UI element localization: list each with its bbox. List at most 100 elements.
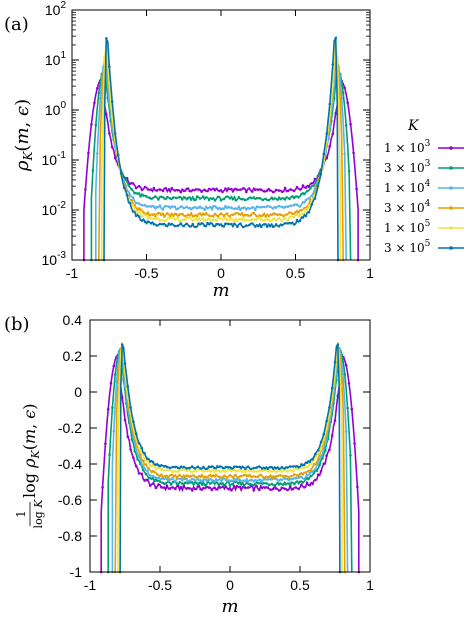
data-point [280, 219, 284, 222]
data-point [311, 482, 314, 486]
data-point [344, 364, 348, 367]
data-point [270, 196, 274, 200]
data-point [207, 478, 211, 482]
data-point [314, 467, 317, 471]
data-point [230, 467, 233, 470]
data-point [96, 152, 99, 155]
data-point [232, 465, 236, 469]
data-point [262, 205, 266, 209]
data-point [304, 208, 308, 211]
data-point [248, 207, 251, 210]
data-point [210, 197, 214, 200]
data-point [280, 223, 284, 227]
data-point [291, 477, 295, 481]
data-point [242, 216, 245, 220]
data-point [258, 488, 261, 492]
data-point [295, 185, 299, 189]
data-point [238, 478, 242, 482]
data-point [249, 214, 253, 217]
data-point [288, 197, 291, 201]
data-point [165, 465, 169, 469]
data-point [160, 485, 163, 489]
data-point [266, 478, 270, 481]
data-point [261, 214, 265, 217]
data-point [194, 188, 197, 191]
panel-b-frame [89, 319, 371, 573]
data-point [260, 467, 264, 470]
data-point [259, 225, 263, 229]
data-point [300, 192, 303, 196]
data-point [298, 219, 302, 223]
data-point [179, 222, 183, 225]
data-point [137, 446, 141, 450]
data-point [151, 197, 154, 200]
data-point [211, 474, 215, 477]
y-tick-label: 10-3 [42, 250, 67, 268]
data-point [342, 380, 345, 383]
data-point [236, 207, 239, 211]
data-point [277, 204, 281, 208]
data-point [197, 188, 200, 191]
data-point [157, 466, 160, 470]
data-point [179, 205, 183, 208]
data-point [264, 215, 268, 218]
data-point [241, 465, 244, 469]
data-point [282, 197, 285, 200]
data-point [259, 188, 263, 191]
data-point [140, 446, 144, 450]
data-point [118, 384, 121, 387]
data-point [185, 477, 188, 481]
data-point [262, 218, 266, 222]
data-point [113, 132, 117, 135]
data-point [225, 212, 229, 215]
data-point [185, 205, 188, 209]
data-point [293, 482, 296, 486]
data-point [256, 475, 260, 479]
data-point [221, 207, 224, 210]
data-point [116, 153, 120, 157]
data-point [185, 187, 188, 191]
data-point [272, 467, 275, 471]
data-point [157, 464, 160, 467]
data-point [97, 91, 101, 95]
data-point [328, 145, 332, 148]
data-point [196, 465, 200, 469]
data-point [207, 465, 211, 469]
data-point [183, 481, 187, 485]
data-point [91, 169, 95, 172]
data-point [176, 189, 180, 192]
series-line [103, 35, 339, 261]
data-point [304, 214, 308, 218]
data-point [245, 224, 248, 227]
data-point [151, 460, 155, 464]
data-point [328, 406, 331, 409]
data-point [319, 440, 323, 444]
data-point [235, 484, 239, 488]
data-point [175, 476, 179, 480]
data-point [160, 477, 163, 481]
data-point [322, 152, 326, 156]
data-point [154, 463, 158, 467]
data-point [157, 198, 160, 201]
data-point [283, 186, 287, 190]
data-point [169, 214, 172, 217]
data-point [228, 474, 232, 477]
data-point [282, 214, 285, 218]
data-point [188, 216, 191, 219]
data-point [301, 212, 305, 216]
data-point [190, 470, 194, 474]
data-point [350, 407, 354, 411]
data-point [199, 478, 202, 482]
data-point [164, 219, 168, 222]
data-point [197, 474, 201, 478]
x-tick-label: -0.5 [148, 577, 172, 593]
data-point [235, 469, 239, 473]
data-point [169, 197, 172, 200]
data-point [316, 184, 320, 188]
data-point [148, 196, 151, 199]
data-point [194, 217, 197, 221]
data-point [291, 195, 294, 198]
data-point [224, 478, 228, 482]
data-point [283, 222, 287, 225]
data-point [186, 196, 190, 200]
